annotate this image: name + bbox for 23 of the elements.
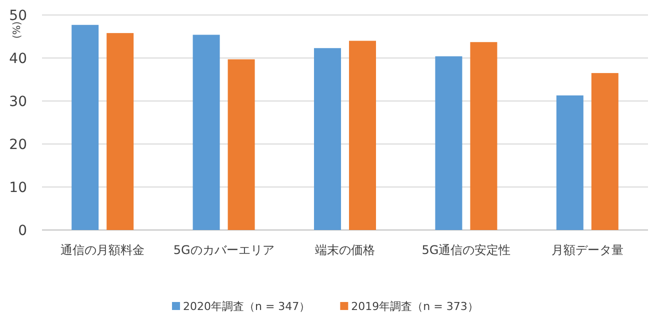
x-tick-label: 通信の月額料金	[60, 243, 145, 257]
y-tick-label: 40	[9, 51, 27, 67]
x-tick-label: 端末の価格	[315, 243, 375, 257]
bar	[314, 48, 341, 230]
x-tick-label: 月額データ量	[551, 243, 624, 257]
y-axis-title: (%)	[12, 21, 23, 39]
bar	[591, 73, 618, 230]
bar	[435, 56, 462, 230]
x-tick-label: 5Gのカバーエリア	[173, 243, 274, 257]
legend-label: 2020年調査（n = 347）	[183, 300, 310, 313]
bar	[470, 42, 498, 230]
bar	[556, 95, 584, 230]
y-tick-label: 30	[9, 94, 27, 110]
bar	[228, 59, 255, 230]
bar	[349, 40, 376, 230]
x-tick-label: 5G通信の安定性	[422, 243, 511, 257]
bar	[192, 34, 220, 230]
bar	[106, 33, 134, 230]
y-tick-label: 10	[9, 180, 27, 196]
y-tick-label: 20	[9, 137, 27, 153]
bar	[72, 24, 99, 230]
y-tick-label: 0	[18, 223, 27, 239]
legend-label: 2019年調査（n = 373）	[351, 300, 478, 313]
